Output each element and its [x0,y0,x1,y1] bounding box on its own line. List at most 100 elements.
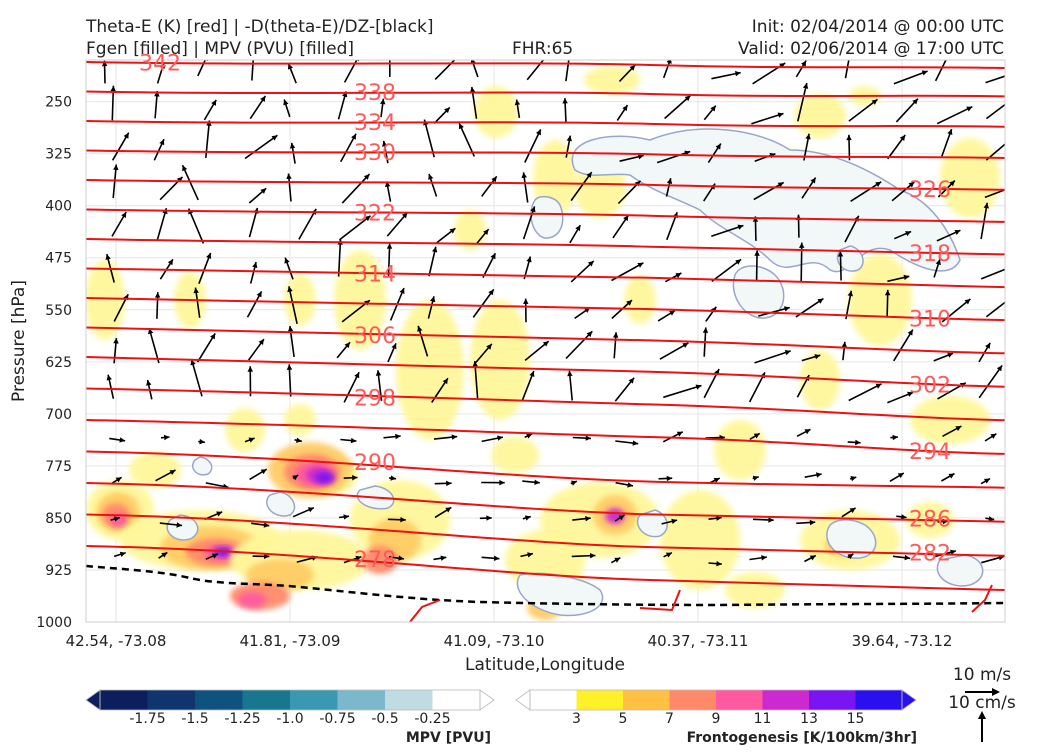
vector-arrowhead [1015,70,1021,75]
colorbar-segment [763,690,810,710]
colorbar-tick-label: 7 [665,711,674,727]
frontogenesis-region [725,572,785,608]
theta-e-label-318: 318 [909,242,951,267]
vector-arrowhead [1006,138,1012,144]
frontogenesis-region [714,420,766,480]
y-axis-label: Pressure [hPa] [9,280,29,402]
frontogenesis-region [474,86,518,138]
theta-e-label-290: 290 [354,451,396,476]
frontogenesis-region [238,592,266,608]
theta-e-label-298: 298 [354,387,396,412]
frontogenesis-region [129,452,181,488]
vector-key: 10 m/s 10 cm/s [948,665,1016,742]
init-time: Init: 02/04/2014 @ 00:00 UTC [752,17,1004,37]
vector-key-vertical-label: 10 cm/s [948,693,1016,713]
theta-e-label-306: 306 [354,324,396,349]
theta-e-label-314: 314 [354,262,396,287]
colorbar-tick-label: 15 [847,711,865,727]
valid-time: Valid: 02/06/2014 @ 17:00 UTC [738,39,1004,59]
y-tick-label: 550 [45,303,72,319]
theta-e-label-286: 286 [909,508,951,533]
colorbar-segment [530,690,577,710]
frontogenesis-region [225,408,265,452]
theta-e-label-326: 326 [909,178,951,203]
plot-area: 3423383343303263223183143103063022982942… [85,39,1021,622]
x-tick-label: 39.64, -73.12 [852,632,953,650]
colorbar-segment [623,690,670,710]
colorbar-tick-label: -1.0 [276,711,303,727]
colorbar-tick-label: 13 [800,711,818,727]
frontogenesis-region [624,276,656,324]
colorbar-segment [433,690,481,710]
y-tick-label: 625 [45,355,72,371]
colorbar-tick-label: -0.25 [414,711,450,727]
x-tick-label: 41.81, -73.09 [240,632,341,650]
frontogenesis-region [794,94,846,138]
colorbar-segment [195,690,243,710]
frontogenesis-region [584,66,640,94]
y-tick-label: 925 [45,563,72,579]
colorbar-segment [148,690,196,710]
vector-arrowhead [387,39,392,44]
frontogenesis-region [491,437,539,473]
colorbar-segment [809,690,856,710]
colorbar-segment [716,690,763,710]
colorbar-segment [290,690,338,710]
mpv-colorbar: -1.75-1.5-1.25-1.0-0.75-0.5-0.25 [86,690,494,727]
y-tick-label: 850 [45,511,72,527]
y-tick-label: 775 [45,459,72,475]
colorbar-tick-label: 11 [754,711,772,727]
frontogenesis-region [284,404,316,436]
frontogenesis-region [660,490,740,590]
frontogenesis-region [315,472,335,484]
theta-e-label-294: 294 [909,440,951,465]
colorbar-extend-left [86,690,100,710]
colorbar-segment [243,690,291,710]
colorbar-tick-label: -1.25 [224,711,260,727]
vector-arrow [801,243,802,282]
mpv-region [531,197,563,239]
colorbar-segment [670,690,717,710]
colorbar-segment [100,690,148,710]
vector-arrowhead [1008,98,1014,103]
y-tick-label: 325 [45,147,72,163]
colorbar-tick-label: -0.5 [371,711,398,727]
colorbar-tick-label: 3 [572,711,581,727]
vector-key-horizontal-label: 10 m/s [953,665,1011,685]
theta-e-label-302: 302 [909,373,951,398]
frontogenesis-colorbar-label: Frontogenesis [K/100km/3hr] [687,730,917,746]
theta-e-label-282: 282 [909,541,951,566]
colorbar-tick-label: 5 [619,711,628,727]
vector-arrowhead [1009,295,1015,301]
title-line-1: Theta-E (K) [red] | -D(theta-E)/DZ-[blac… [85,17,434,37]
colorbar-tick-label: -0.75 [319,711,355,727]
y-tick-label: 700 [45,407,72,423]
x-axis-label: Latitude,Longitude [465,655,625,675]
colorbar-extend-left [516,690,530,710]
theta-e-label-342: 342 [139,51,181,76]
vector-arrowhead [1011,185,1017,190]
fhr-label: FHR:65 [512,39,573,59]
colorbar-tick-label: 9 [712,711,721,727]
y-tick-label: 250 [45,95,72,111]
y-tick-label: 400 [45,199,72,215]
colorbar-extend-right [902,690,916,710]
vector-arrowhead [1006,266,1012,271]
theta-e-label-278: 278 [354,548,396,573]
colorbar-extend-right [480,690,494,710]
x-tick-label: 40.37, -73.11 [648,632,749,650]
colorbar-segment [856,690,903,710]
colorbar-segment [338,690,386,710]
title-line-2: Fgen [filled] | MPV (PVU) [filled] [86,39,354,59]
theta-e-label-330: 330 [354,141,396,166]
mpv-colorbar-label: MPV [PVU] [406,730,491,746]
theta-e-label-322: 322 [354,201,396,226]
frontogenesis-colorbar: 3 5 7 9 11 13 15 [516,690,916,727]
colorbar-segment [385,690,433,710]
theta-e-label-310: 310 [909,307,951,332]
vector-arrowhead [455,54,461,60]
colorbar-segment [577,690,624,710]
